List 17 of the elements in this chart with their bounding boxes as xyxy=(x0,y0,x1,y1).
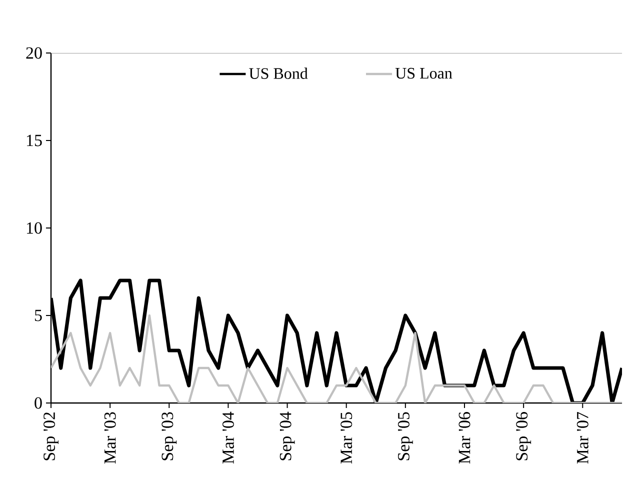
y-tick-label: 20 xyxy=(26,47,42,59)
y-tick-label: 15 xyxy=(26,134,42,146)
legend-label: US Bond xyxy=(249,68,308,79)
x-tick-label: Mar '04 xyxy=(222,412,234,464)
x-tick-label: Mar '07 xyxy=(576,412,588,464)
x-tick-label: Sep '04 xyxy=(280,412,295,460)
x-tick-label: Sep '03 xyxy=(162,412,177,460)
y-tick-label: 0 xyxy=(34,397,42,409)
x-tick-label: Mar '05 xyxy=(340,412,352,464)
x-tick-label: Sep '05 xyxy=(398,412,413,460)
x-tick-label: Mar '03 xyxy=(104,412,116,464)
x-tick-label: Sep '06 xyxy=(516,412,532,460)
y-tick-label: 5 xyxy=(34,310,42,322)
y-tick-label: 10 xyxy=(26,222,42,234)
x-tick-label: Mar '06 xyxy=(458,412,470,464)
x-tick-label: Sep '02 xyxy=(44,412,58,460)
legend-label: US Loan xyxy=(395,68,452,79)
